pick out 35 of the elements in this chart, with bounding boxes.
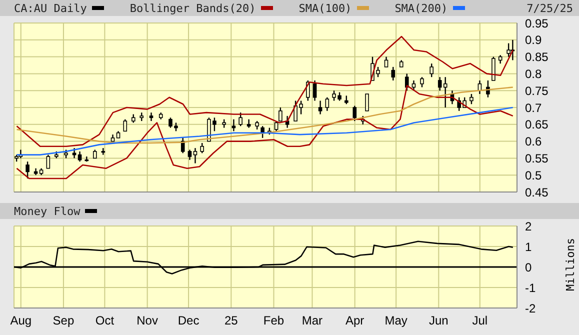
y-tick-label: 0.9 <box>525 33 542 48</box>
legend-label: CA:AU Daily <box>14 2 87 14</box>
x-tick-label: Jun <box>428 314 448 328</box>
x-tick-label: Feb <box>263 314 284 328</box>
y-tick-label: 0.65 <box>525 118 549 132</box>
y-tick-label: 0.75 <box>525 84 549 98</box>
y-tick-label: 0.55 <box>525 151 549 166</box>
y-axis-title: Millions <box>564 238 577 290</box>
x-tick-label: Nov <box>136 314 158 328</box>
x-tick-label: 25 <box>224 314 238 328</box>
x-tick-label: May <box>384 314 408 328</box>
y-tick-label: 0 <box>525 260 532 274</box>
legend-label: Bollinger Bands(20) <box>130 2 256 14</box>
legend-label: SMA(200) <box>394 2 448 14</box>
x-tick-label: Dec <box>178 314 200 328</box>
y-tick-label: 0.8 <box>525 66 542 81</box>
x-tick-label: Aug <box>10 314 32 328</box>
x-tick-label: Apr <box>345 314 364 328</box>
y-tick-label: 1 <box>525 240 532 254</box>
x-tick-label: Jul <box>472 314 488 328</box>
y-tick-label: 2 <box>525 219 532 234</box>
x-tick-label: Mar <box>302 314 323 328</box>
legend-label: SMA(100) <box>298 2 352 14</box>
legend-label: Money Flow <box>14 204 80 218</box>
y-tick-label: -1 <box>525 280 536 295</box>
y-tick-label: 0.7 <box>525 100 542 115</box>
y-tick-label: 0.45 <box>525 185 549 200</box>
y-tick-label: 0.95 <box>525 16 549 30</box>
y-tick-label: -2 <box>525 301 536 316</box>
x-tick-label: Oct <box>95 314 115 328</box>
y-tick-label: 0.85 <box>525 50 549 64</box>
y-tick-label: 0.5 <box>525 168 542 182</box>
x-tick-label: Sep <box>52 314 74 328</box>
text: 7/25/25 <box>526 2 573 14</box>
y-tick-label: 0.6 <box>525 134 542 149</box>
